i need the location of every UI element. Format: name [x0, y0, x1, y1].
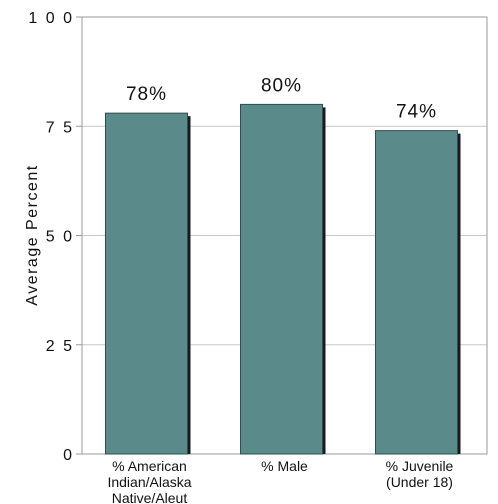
data-label: 80% [261, 75, 302, 96]
y-tick-label: 0 [63, 447, 74, 464]
bar [105, 112, 188, 455]
y-axis-ticks: 0 2 5 5 0 7 5 1 0 0 [28, 10, 82, 464]
category-label: % Male [261, 458, 308, 474]
data-label: 78% [126, 84, 167, 105]
y-tick-label: 1 0 0 [28, 10, 74, 27]
category-label: % Juvenile (Under 18) [386, 458, 454, 490]
y-tick-label: 7 5 [46, 119, 74, 136]
category-label: % American Indian/Alaska Native/Aleut [107, 458, 191, 504]
y-tick-label: 5 0 [46, 229, 74, 246]
data-labels: 78% 80% 74% [126, 75, 437, 123]
bar [240, 103, 323, 455]
bars [105, 103, 461, 455]
y-axis-label: Average Percent [24, 164, 41, 305]
y-tick-label: 2 5 [46, 338, 74, 355]
category-labels: % American Indian/Alaska Native/Aleut % Mal… [107, 458, 453, 504]
data-label: 74% [396, 102, 437, 123]
bar [375, 130, 458, 455]
